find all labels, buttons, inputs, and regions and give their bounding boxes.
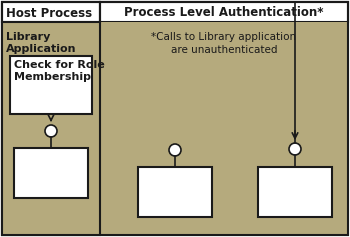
Text: Check for Role
Membership: Check for Role Membership [14, 60, 105, 82]
Bar [2, 22, 100, 235]
Bar [100, 2, 348, 22]
Bar [2, 22, 348, 235]
Bar [258, 167, 332, 217]
Text: *Calls to Library application
are unauthenticated: *Calls to Library application are unauth… [152, 32, 296, 55]
Bar [138, 167, 212, 217]
Text: Host Process: Host Process [6, 6, 92, 19]
Circle shape [45, 125, 57, 137]
Circle shape [169, 144, 181, 156]
Circle shape [289, 143, 301, 155]
Bar [14, 148, 88, 198]
Text: Library
Application: Library Application [6, 32, 77, 55]
Text: Process Level Authentication*: Process Level Authentication* [124, 5, 324, 18]
Bar [2, 2, 100, 22]
Bar [10, 56, 92, 114]
